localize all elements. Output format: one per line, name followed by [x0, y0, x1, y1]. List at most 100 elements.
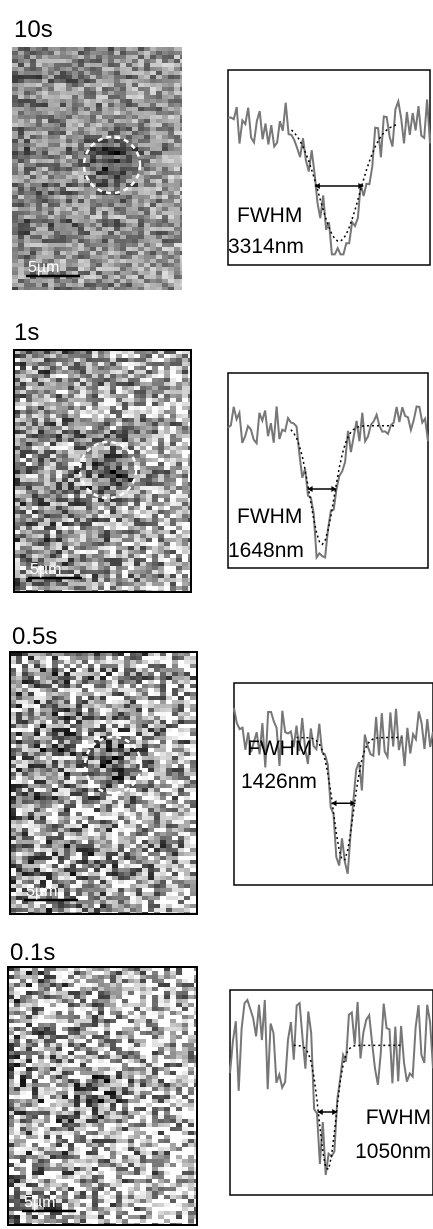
pixel [112, 680, 118, 684]
pixel [50, 586, 56, 590]
pixel [136, 796, 142, 800]
pixel [170, 398, 176, 402]
pixel [78, 251, 84, 255]
pixel [38, 366, 44, 370]
pixel [108, 119, 114, 123]
pixel [150, 231, 156, 235]
pixel [168, 219, 174, 223]
pixel [108, 159, 114, 163]
pixel [26, 402, 32, 406]
pixel [120, 71, 126, 75]
pixel [16, 760, 22, 764]
pixel [78, 263, 84, 267]
pixel [78, 231, 84, 235]
pixel [122, 574, 128, 578]
pixel [72, 187, 78, 191]
pixel [108, 63, 114, 67]
pixel [34, 776, 40, 780]
pixel [122, 406, 128, 410]
pixel [102, 143, 108, 147]
pixel [138, 123, 144, 127]
pixel [130, 768, 136, 772]
pixel [30, 111, 36, 115]
pixel [168, 131, 174, 135]
pixel [120, 211, 126, 215]
image [14, 350, 191, 592]
pixel [168, 59, 174, 63]
pixel [84, 99, 90, 103]
pixel [136, 676, 142, 680]
pixel [164, 474, 170, 478]
pixel [30, 287, 36, 290]
pixel [48, 159, 54, 163]
pixel [172, 664, 178, 668]
pixel [114, 115, 120, 119]
pixel [130, 676, 136, 680]
pixel [124, 704, 130, 708]
pixel [40, 800, 46, 804]
pixel [38, 358, 44, 362]
pixel [136, 788, 142, 792]
pixel [40, 728, 46, 732]
pixel [94, 696, 100, 700]
pixel [162, 79, 168, 83]
pixel [28, 736, 34, 740]
pixel [102, 267, 108, 271]
pixel [110, 406, 116, 410]
pixel [178, 744, 184, 748]
pixel [70, 660, 76, 664]
pixel [90, 239, 96, 243]
pixel [120, 131, 126, 135]
pixel [80, 486, 86, 490]
pixel [164, 398, 170, 402]
pixel [80, 402, 86, 406]
pixel [72, 179, 78, 183]
pixel [90, 111, 96, 115]
pixel [58, 656, 64, 660]
pixel [182, 454, 188, 458]
pixel [162, 111, 168, 115]
pixel [108, 115, 114, 119]
pixel [164, 570, 170, 574]
pixel [90, 87, 96, 91]
pixel [70, 720, 76, 724]
pixel [138, 83, 144, 87]
pixel [148, 772, 154, 776]
pixel [112, 796, 118, 800]
pixel [74, 506, 80, 510]
pixel [72, 59, 78, 63]
pixel [148, 764, 154, 768]
pixel [106, 772, 112, 776]
pixel [90, 139, 96, 143]
pixel [122, 570, 128, 574]
pixel [138, 111, 144, 115]
pixel [42, 139, 48, 143]
pixel [16, 684, 22, 688]
pixel [56, 418, 62, 422]
pixel [138, 47, 144, 51]
pixel [158, 362, 164, 366]
pixel [56, 522, 62, 526]
pixel [156, 143, 162, 147]
pixel [146, 414, 152, 418]
pixel [40, 704, 46, 708]
pixel [12, 71, 18, 75]
pixel [124, 812, 130, 816]
pixel [16, 752, 22, 756]
pixel [168, 203, 174, 207]
pixel [144, 247, 150, 251]
pixel [132, 247, 138, 251]
pixel [20, 526, 26, 530]
pixel [24, 203, 30, 207]
pixel [108, 279, 114, 283]
pixel [32, 410, 38, 414]
pixel [128, 562, 134, 566]
pixel [156, 195, 162, 199]
pixel [26, 498, 32, 502]
pixel [154, 804, 160, 808]
pixel [122, 582, 128, 586]
pixel [76, 716, 82, 720]
pixel [126, 251, 132, 255]
pixel [152, 418, 158, 422]
pixel [134, 546, 140, 550]
